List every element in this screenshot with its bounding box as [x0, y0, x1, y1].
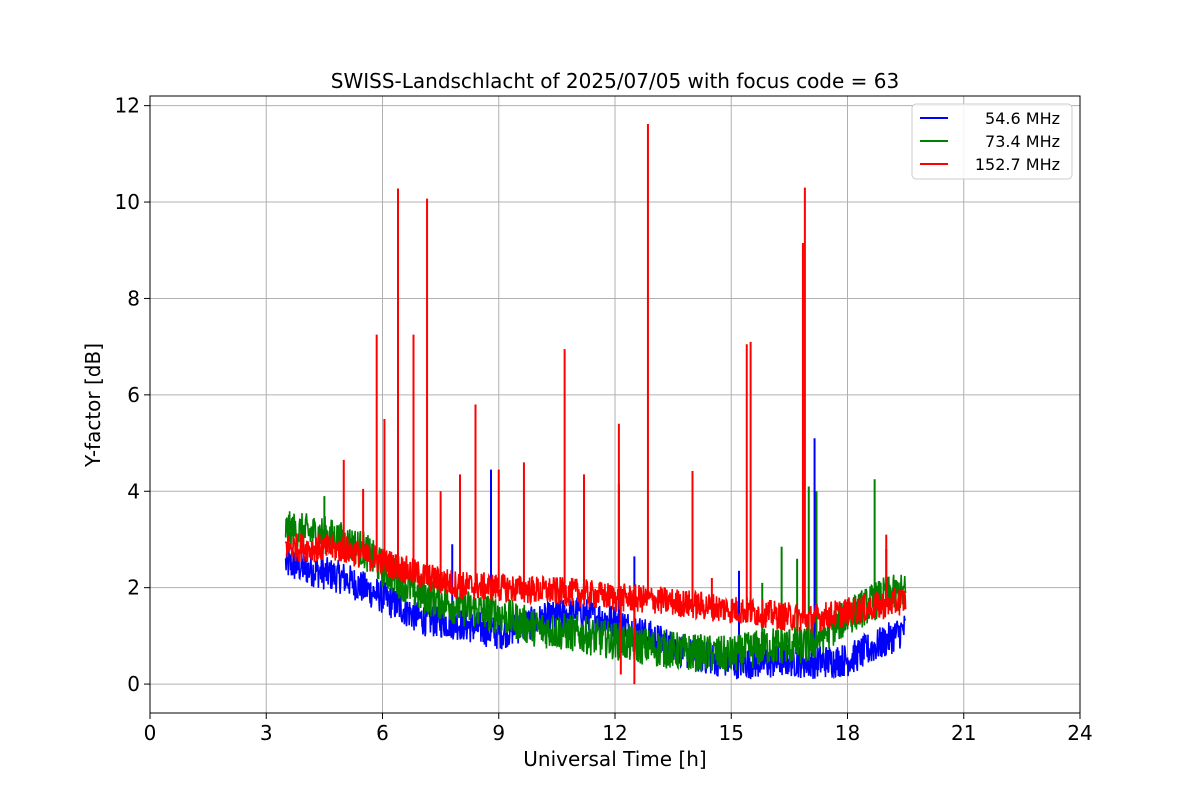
y-tick-label: 0: [127, 672, 140, 696]
x-tick-label: 15: [719, 721, 744, 745]
legend-label: 73.4 MHz: [985, 132, 1060, 151]
y-axis-label: Y-factor [dB]: [81, 343, 105, 468]
plot-area: [284, 123, 907, 685]
y-tick-label: 10: [115, 190, 140, 214]
series-line: [284, 511, 907, 673]
x-tick-label: 12: [602, 721, 627, 745]
legend-label: 54.6 MHz: [985, 109, 1060, 128]
y-tick-label: 12: [115, 94, 140, 118]
chart-title: SWISS-Landschlacht of 2025/07/05 with fo…: [331, 69, 899, 93]
y-tick-label: 6: [127, 383, 140, 407]
x-axis-label: Universal Time [h]: [523, 747, 706, 771]
x-tick-label: 9: [492, 721, 505, 745]
series-2: [284, 123, 907, 685]
y-tick-label: 8: [127, 286, 140, 310]
y-tick-label: 2: [127, 576, 140, 600]
y-tick-label: 4: [127, 479, 140, 503]
x-tick-label: 24: [1067, 721, 1092, 745]
x-tick-label: 3: [260, 721, 273, 745]
legend: 54.6 MHz 73.4 MHz 152.7 MHz: [911, 103, 1073, 180]
legend-box: [911, 103, 1073, 180]
x-tick-label: 21: [951, 721, 976, 745]
legend-label: 152.7 MHz: [975, 155, 1060, 174]
x-tick-label: 18: [835, 721, 860, 745]
x-tick-label: 0: [144, 721, 157, 745]
x-tick-label: 6: [376, 721, 389, 745]
